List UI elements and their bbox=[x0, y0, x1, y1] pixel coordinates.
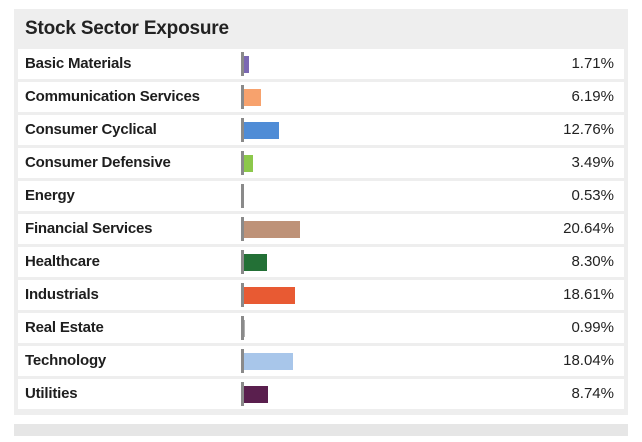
sector-row-financial-services: Financial Services 20.64% bbox=[18, 214, 624, 244]
sector-label: Utilities bbox=[25, 385, 78, 402]
sector-bar bbox=[244, 56, 249, 73]
sector-row-consumer-cyclical: Consumer Cyclical 12.76% bbox=[18, 115, 624, 145]
sector-value: 20.64% bbox=[563, 220, 614, 237]
sector-bar bbox=[244, 221, 301, 238]
sector-bar bbox=[244, 122, 279, 139]
sector-value: 1.71% bbox=[571, 55, 614, 72]
axis-marker bbox=[241, 52, 244, 76]
sector-value: 18.04% bbox=[563, 352, 614, 369]
sector-label: Communication Services bbox=[25, 88, 200, 105]
sector-bar bbox=[244, 353, 294, 370]
axis-marker bbox=[241, 85, 244, 109]
axis-marker bbox=[241, 283, 244, 307]
sector-label: Technology bbox=[25, 352, 107, 369]
footer-strip bbox=[14, 424, 628, 436]
sector-bar bbox=[244, 155, 254, 172]
sector-label: Financial Services bbox=[25, 220, 153, 237]
axis-marker bbox=[241, 217, 244, 241]
sector-bar bbox=[244, 89, 261, 106]
sector-value: 6.19% bbox=[571, 88, 614, 105]
sector-label: Real Estate bbox=[25, 319, 104, 336]
axis-marker bbox=[241, 349, 244, 373]
sector-row-communication-services: Communication Services 6.19% bbox=[18, 82, 624, 112]
sector-label: Basic Materials bbox=[25, 55, 132, 72]
sector-value: 3.49% bbox=[571, 154, 614, 171]
sector-row-technology: Technology 18.04% bbox=[18, 346, 624, 376]
sector-value: 12.76% bbox=[563, 121, 614, 138]
sector-label: Healthcare bbox=[25, 253, 100, 270]
sector-value: 8.30% bbox=[571, 253, 614, 270]
sector-bar bbox=[244, 254, 267, 271]
sector-row-basic-materials: Basic Materials 1.71% bbox=[18, 49, 624, 79]
sector-row-healthcare: Healthcare 8.30% bbox=[18, 247, 624, 277]
axis-marker bbox=[241, 118, 244, 142]
sector-label: Consumer Defensive bbox=[25, 154, 171, 171]
axis-marker bbox=[241, 184, 244, 208]
sector-bar bbox=[244, 320, 246, 337]
sector-row-utilities: Utilities 8.74% bbox=[18, 379, 624, 409]
sector-label: Consumer Cyclical bbox=[25, 121, 157, 138]
sector-row-industrials: Industrials 18.61% bbox=[18, 280, 624, 310]
sector-row-real-estate: Real Estate 0.99% bbox=[18, 313, 624, 343]
axis-marker bbox=[241, 382, 244, 406]
axis-marker bbox=[241, 316, 244, 340]
sector-value: 8.74% bbox=[571, 385, 614, 402]
sector-bar bbox=[244, 386, 268, 403]
axis-marker bbox=[241, 250, 244, 274]
sector-label: Energy bbox=[25, 187, 75, 204]
sector-row-consumer-defensive: Consumer Defensive 3.49% bbox=[18, 148, 624, 178]
sector-value: 0.53% bbox=[571, 187, 614, 204]
sector-value: 18.61% bbox=[563, 286, 614, 303]
sector-value: 0.99% bbox=[571, 319, 614, 336]
sector-bar bbox=[244, 287, 295, 304]
chart-title: Stock Sector Exposure bbox=[25, 18, 229, 39]
sector-label: Industrials bbox=[25, 286, 99, 303]
axis-marker bbox=[241, 151, 244, 175]
sector-row-energy: Energy 0.53% bbox=[18, 181, 624, 211]
